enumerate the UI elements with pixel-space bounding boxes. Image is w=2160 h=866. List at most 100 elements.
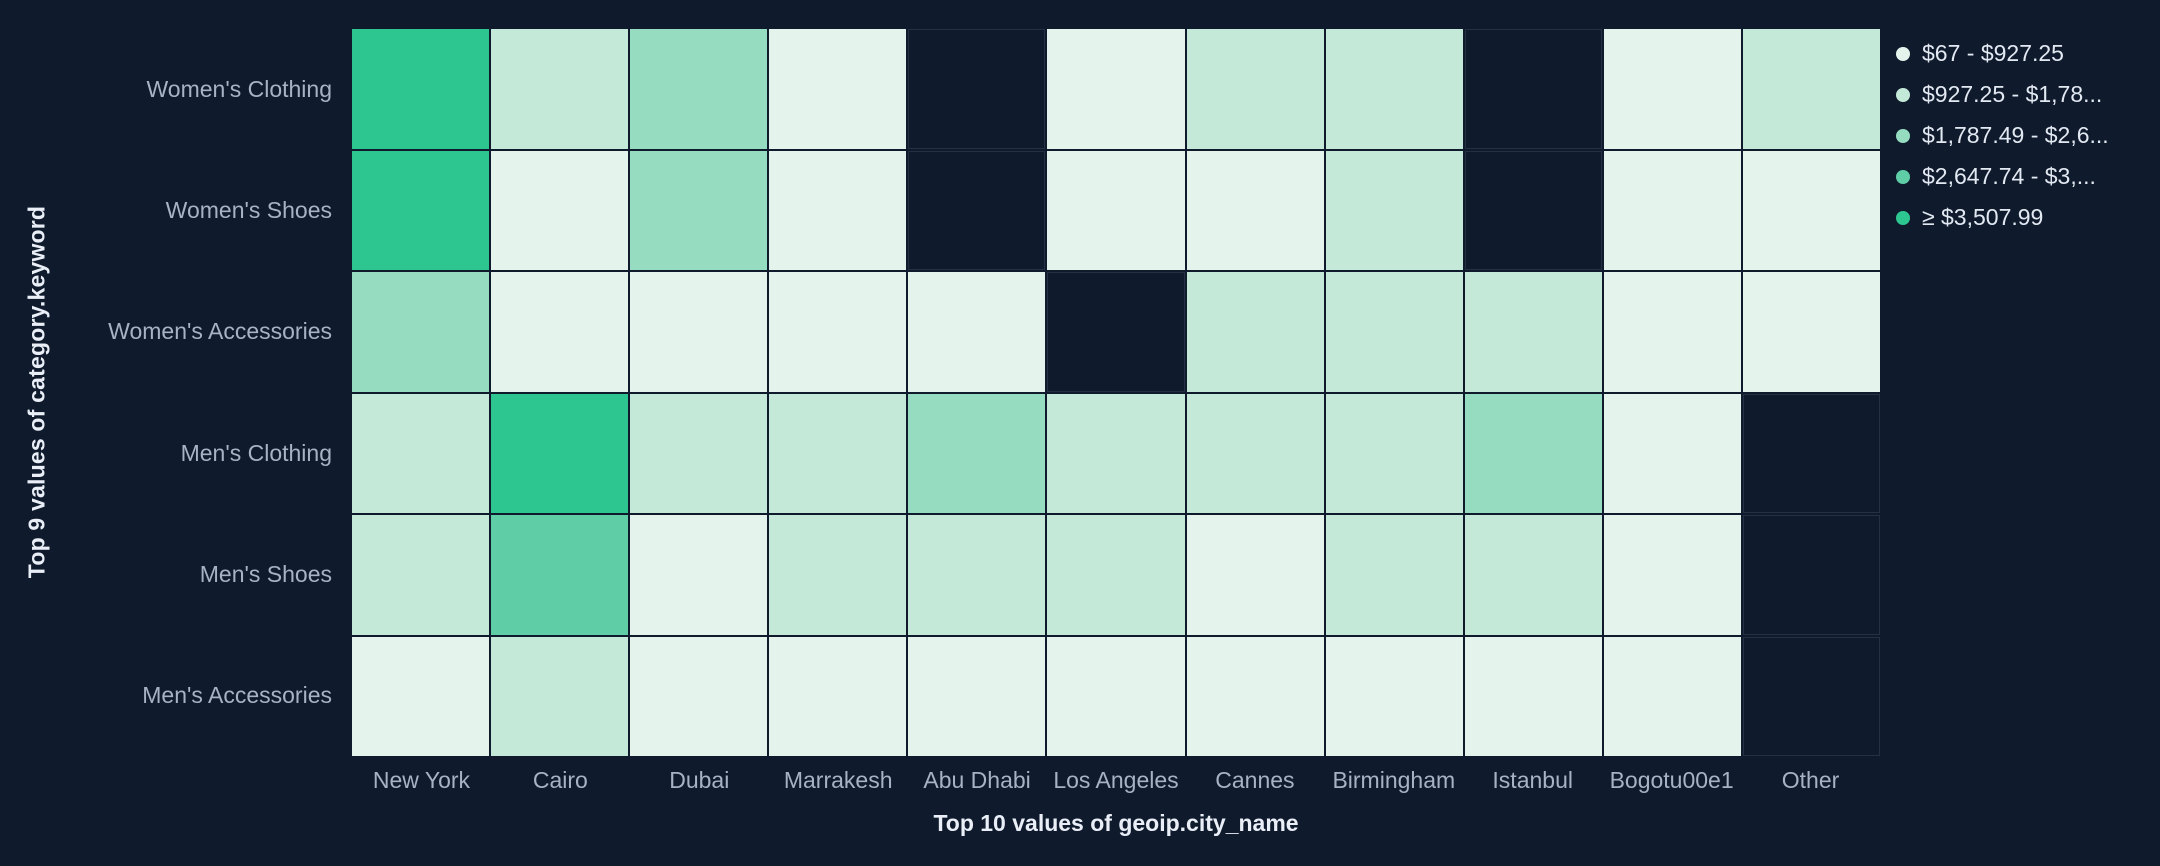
heatmap-cell[interactable] xyxy=(1325,515,1463,635)
heatmap-cell-empty xyxy=(1465,151,1602,271)
heatmap-cell[interactable] xyxy=(908,515,1046,635)
heatmap-cell[interactable] xyxy=(1742,29,1880,149)
heatmap-cell[interactable] xyxy=(352,150,490,270)
y-axis-label: Women's Shoes xyxy=(165,197,332,224)
heatmap-cell-empty xyxy=(1743,637,1880,757)
x-axis-label: New York xyxy=(372,766,471,793)
heatmap-cell[interactable] xyxy=(630,150,768,270)
legend-swatch-icon xyxy=(1896,128,1910,143)
heatmap-cell[interactable] xyxy=(1742,272,1880,392)
y-axis-labels: Women's Clothing Women's Shoes Women's Acc… xyxy=(60,29,332,756)
heatmap-cell[interactable] xyxy=(1186,636,1324,756)
heatmap-cell[interactable] xyxy=(769,515,907,635)
legend: $67 - $927.25 $927.25 - $1,78... $1,787.49… xyxy=(1896,40,2109,231)
heatmap-cell[interactable] xyxy=(491,393,629,513)
heatmap-cell-empty xyxy=(1743,515,1880,635)
y-axis-label: Men's Accessories xyxy=(142,681,332,708)
heatmap-cell[interactable] xyxy=(769,272,907,392)
x-axis-label: Cannes xyxy=(1215,766,1295,793)
heatmap-cell[interactable] xyxy=(1325,272,1463,392)
legend-item[interactable]: $1,787.49 - $2,6... xyxy=(1896,122,2109,149)
x-axis-label: Other xyxy=(1781,766,1840,793)
legend-item[interactable]: $2,647.74 - $3,... xyxy=(1896,163,2109,190)
legend-item[interactable]: ≥ $3,507.99 xyxy=(1896,204,2109,231)
heatmap-cell[interactable] xyxy=(630,29,768,149)
heatmap-cell[interactable] xyxy=(352,393,490,513)
heatmap-cell[interactable] xyxy=(630,636,768,756)
heatmap-cell[interactable] xyxy=(1047,150,1185,270)
heatmap-cell[interactable] xyxy=(1464,393,1602,513)
heatmap-cell[interactable] xyxy=(630,272,768,392)
legend-swatch-icon xyxy=(1896,46,1910,61)
y-axis-label: Men's Shoes xyxy=(199,560,332,587)
heatmap-cell[interactable] xyxy=(908,636,1046,756)
y-axis-title: Top 9 values of category.keyword xyxy=(23,205,50,579)
heatmap-cell[interactable] xyxy=(1603,150,1741,270)
x-axis-label: Marrakesh xyxy=(783,766,893,793)
heatmap-cell[interactable] xyxy=(1464,515,1602,635)
heatmap-cell[interactable] xyxy=(491,29,629,149)
heatmap-cell[interactable] xyxy=(1603,393,1741,513)
heatmap-cell[interactable] xyxy=(1047,515,1185,635)
heatmap-cell[interactable] xyxy=(1325,29,1463,149)
heatmap-cell-empty xyxy=(1465,29,1602,149)
heatmap-cell[interactable] xyxy=(491,150,629,270)
heatmap-cell[interactable] xyxy=(1186,393,1324,513)
heatmap-cell[interactable] xyxy=(1464,636,1602,756)
x-axis-title: Top 10 values of geoip.city_name xyxy=(933,810,1299,836)
legend-label: $927.25 - $1,78... xyxy=(1922,81,2103,107)
heatmap-cell[interactable] xyxy=(1603,29,1741,149)
legend-swatch-icon xyxy=(1896,87,1910,102)
legend-item[interactable]: $927.25 - $1,78... xyxy=(1896,81,2109,108)
heatmap-cell[interactable] xyxy=(1047,393,1185,513)
y-axis-label: Women's Accessories xyxy=(108,318,332,345)
heatmap-cell[interactable] xyxy=(1603,515,1741,635)
legend-label: ≥ $3,507.99 xyxy=(1922,204,2044,230)
x-axis-label: Dubai xyxy=(669,766,730,793)
heatmap-cell[interactable] xyxy=(1325,393,1463,513)
x-axis-label: Los Angeles xyxy=(1053,766,1179,793)
heatmap-cell[interactable] xyxy=(1603,272,1741,392)
x-axis-label: Cairo xyxy=(532,766,588,793)
heatmap-cell[interactable] xyxy=(1603,636,1741,756)
x-axis-label: Abu Dhabi xyxy=(923,766,1031,793)
legend-swatch-icon xyxy=(1896,169,1910,184)
heatmap-cell[interactable] xyxy=(908,272,1046,392)
heatmap-cell[interactable] xyxy=(1186,515,1324,635)
heatmap-cell[interactable] xyxy=(769,29,907,149)
x-axis-label: Bogotu00e1 xyxy=(1609,766,1734,793)
heatmap-cell[interactable] xyxy=(352,636,490,756)
heatmap-cell[interactable] xyxy=(1186,272,1324,392)
legend-label: $67 - $927.25 xyxy=(1922,40,2064,66)
heatmap-cell[interactable] xyxy=(630,393,768,513)
heatmap-cell[interactable] xyxy=(1325,636,1463,756)
heatmap-cell[interactable] xyxy=(491,272,629,392)
y-axis-label: Women's Clothing xyxy=(146,76,333,103)
heatmap-cell[interactable] xyxy=(1047,29,1185,149)
legend-item[interactable]: $67 - $927.25 xyxy=(1896,40,2109,67)
heatmap-cell[interactable] xyxy=(1186,150,1324,270)
heatmap-cell[interactable] xyxy=(1325,150,1463,270)
heatmap-cell[interactable] xyxy=(769,636,907,756)
heatmap-cell[interactable] xyxy=(352,272,490,392)
y-axis-label: Men's Clothing xyxy=(180,439,332,466)
heatmap-cell[interactable] xyxy=(491,636,629,756)
heatmap-cell[interactable] xyxy=(769,393,907,513)
heatmap-cell[interactable] xyxy=(1186,29,1324,149)
legend-label: $1,787.49 - $2,6... xyxy=(1922,122,2109,148)
x-axis-label: Birmingham xyxy=(1332,766,1456,793)
heatmap-cell[interactable] xyxy=(1742,150,1880,270)
heatmap-cell[interactable] xyxy=(491,515,629,635)
heatmap-cell-empty xyxy=(908,151,1045,271)
heatmap-cell[interactable] xyxy=(352,29,490,149)
heatmap-cell[interactable] xyxy=(352,515,490,635)
heatmap-cell[interactable] xyxy=(1464,272,1602,392)
legend-label: $2,647.74 - $3,... xyxy=(1922,163,2096,189)
heatmap-cell[interactable] xyxy=(908,393,1046,513)
heatmap-cell-empty xyxy=(908,29,1045,149)
x-axis-label: Istanbul xyxy=(1492,766,1573,793)
heatmap-cell[interactable] xyxy=(769,150,907,270)
heatmap-cell[interactable] xyxy=(1047,636,1185,756)
heatmap-cell[interactable] xyxy=(630,515,768,635)
